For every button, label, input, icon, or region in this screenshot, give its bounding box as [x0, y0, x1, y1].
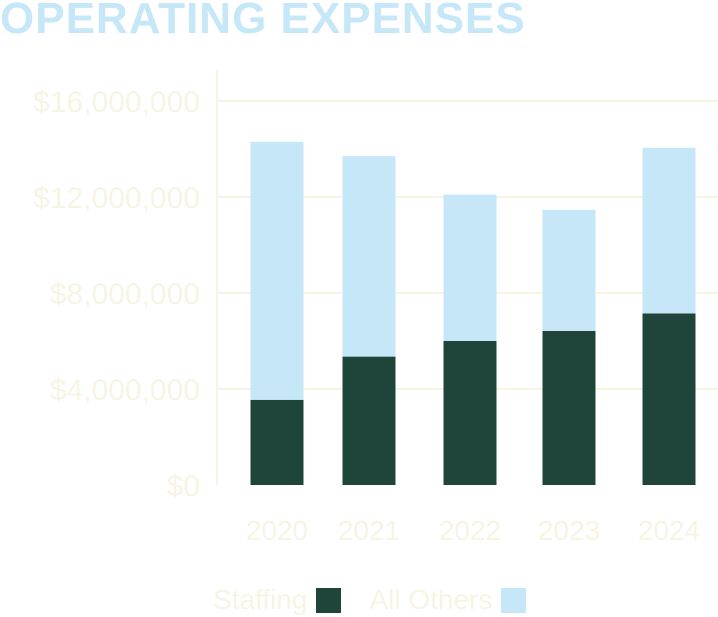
bar-staffing-2021: [342, 356, 396, 485]
legend-label-all-others: All Others: [369, 584, 493, 615]
y-tick-label: $8,000,000: [50, 278, 200, 311]
bar-all-others-2022: [443, 194, 497, 341]
bar-staffing-2023: [542, 330, 596, 485]
x-tick-label: 2021: [338, 515, 400, 546]
x-tick-label: 2022: [439, 515, 501, 546]
legend-label-staffing: Staffing: [213, 584, 308, 615]
y-tick-label: $16,000,000: [33, 86, 200, 119]
bar-staffing-2024: [642, 313, 696, 485]
legend: Staffing All Others: [213, 584, 527, 616]
legend-swatch-staffing: [316, 587, 342, 613]
x-tick-label: 2023: [538, 515, 600, 546]
legend-swatch-all-others: [501, 587, 527, 613]
y-tick-label: $12,000,000: [33, 182, 200, 215]
bar-staffing-2022: [443, 341, 497, 485]
bar-all-others-2021: [342, 156, 396, 357]
bar-all-others-2023: [542, 209, 596, 331]
chart-title: OPERATING EXPENSES: [0, 0, 526, 43]
x-tick-label: 2020: [246, 515, 308, 546]
bar-staffing-2020: [250, 399, 304, 485]
y-tick-label: $4,000,000: [50, 374, 200, 407]
x-tick-label: 2024: [638, 515, 700, 546]
bar-all-others-2020: [250, 141, 304, 400]
y-tick-label: $0: [167, 470, 200, 503]
bar-all-others-2024: [642, 147, 696, 314]
